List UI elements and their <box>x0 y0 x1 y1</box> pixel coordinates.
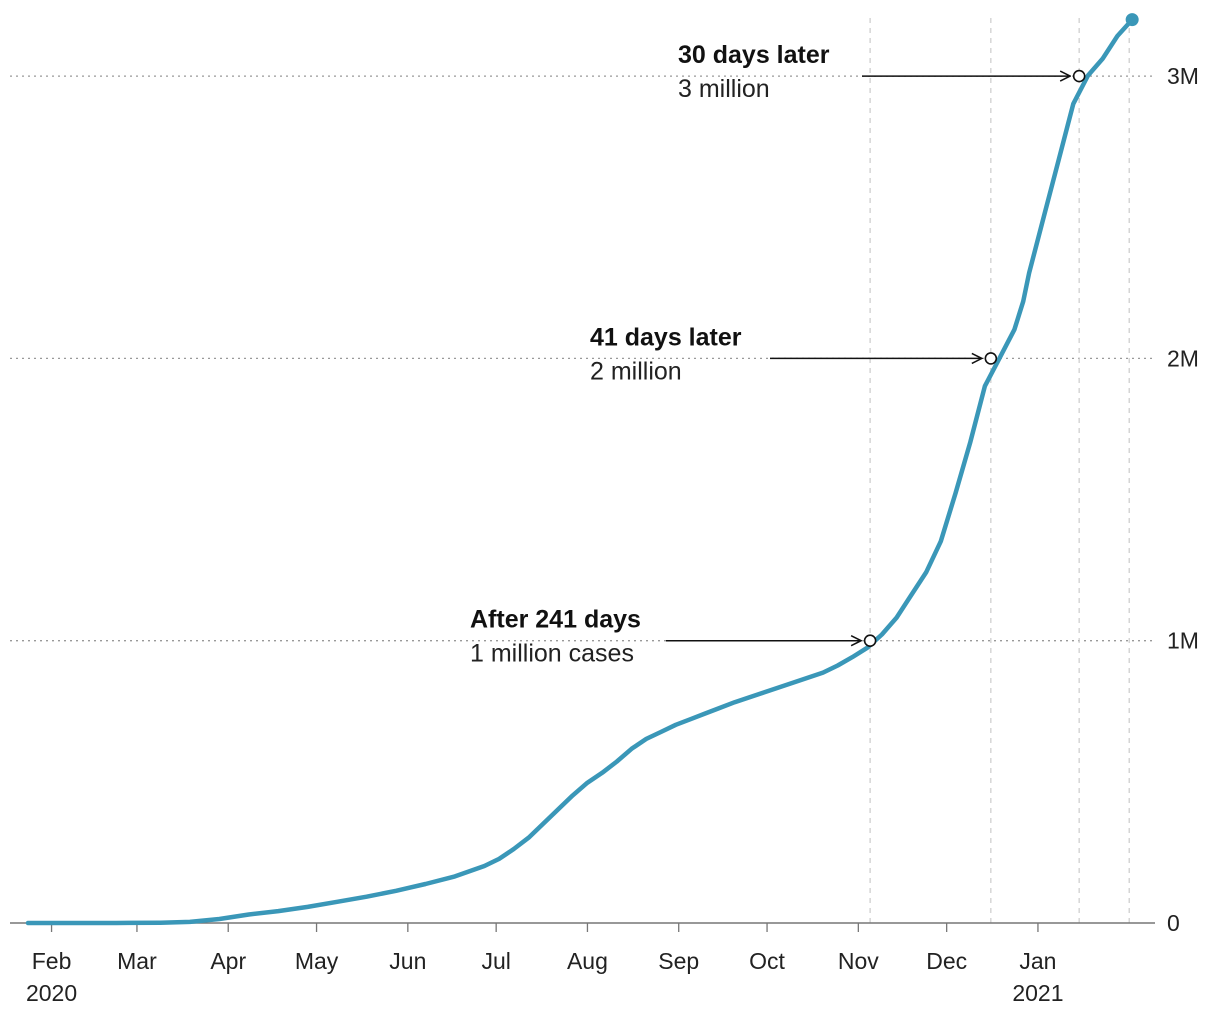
x-tick-label-Sep: Sep <box>658 948 699 974</box>
x-tick-sublabel-2020: 2020 <box>26 980 77 1006</box>
milestone-label-bold-2: 41 days later <box>590 323 742 351</box>
milestone-label-bold-3: 30 days later <box>678 41 830 69</box>
x-tick-sublabel-2021: 2021 <box>1012 980 1063 1006</box>
milestone-label-3: 3 million <box>678 75 770 103</box>
series-line <box>25 17 1135 926</box>
milestone-marker-3 <box>1072 69 1086 83</box>
x-tick-label-Jul: Jul <box>481 948 510 974</box>
line-layer <box>25 13 1139 926</box>
x-tick-label-Apr: Apr <box>210 948 246 974</box>
y-tick-label-0: 0 <box>1167 910 1180 936</box>
series-end-dot <box>1125 13 1139 27</box>
x-tick-label-Jan: Jan <box>1019 948 1056 974</box>
milestone-label-bold-1: After 241 days <box>470 606 641 634</box>
x-tick-label-Jun: Jun <box>389 948 426 974</box>
x-tick-label-Dec: Dec <box>926 948 967 974</box>
y-tick-label-1M: 1M <box>1167 628 1199 654</box>
x-tick-label-Aug: Aug <box>567 948 608 974</box>
x-tick-label-Mar: Mar <box>117 948 157 974</box>
annotation-layer: After 241 days 1 million cases 41 days lat… <box>470 41 1086 668</box>
x-tick-label-Oct: Oct <box>749 948 785 974</box>
milestone-marker-1 <box>863 634 877 648</box>
milestone-label-2: 2 million <box>590 357 682 385</box>
x-tick-label-May: May <box>295 948 339 974</box>
milestone-label-1: 1 million cases <box>470 640 634 668</box>
milestone-marker-2 <box>984 352 998 365</box>
axis-layer: 0 1M 2M 3M Feb 2020 Mar Apr May Jun Jul Aug Sep Oct No… <box>10 63 1199 1006</box>
x-tick-label-Nov: Nov <box>838 948 879 974</box>
y-tick-label-2M: 2M <box>1167 345 1199 371</box>
x-tick-label-Feb: Feb <box>32 948 72 974</box>
y-tick-label-3M: 3M <box>1167 63 1199 89</box>
